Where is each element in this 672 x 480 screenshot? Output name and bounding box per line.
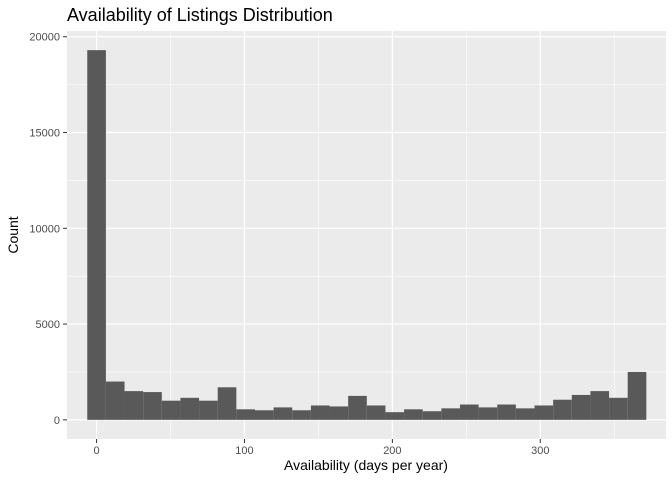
histogram-bar (404, 409, 423, 420)
x-axis: 0 100 200 300 (94, 439, 549, 457)
y-tick-label: 15000 (29, 128, 60, 140)
x-tick-label: 300 (531, 445, 549, 457)
histogram-bar (161, 400, 181, 420)
histogram-bar (385, 412, 405, 420)
histogram-bar (515, 408, 535, 420)
histogram-bar (590, 391, 610, 420)
histogram-bar (87, 50, 106, 420)
x-tick-label: 100 (235, 445, 253, 457)
y-axis: 0 5000 10000 15000 20000 (29, 32, 67, 427)
x-tick-label: 200 (383, 445, 401, 457)
y-axis-title: Count (5, 216, 21, 253)
histogram-bar (292, 410, 311, 420)
histogram-bar (199, 400, 218, 420)
x-axis-title: Availability (days per year) (284, 457, 448, 473)
histogram-bar (310, 405, 330, 420)
histogram-bar (329, 406, 349, 420)
histogram-bar (366, 405, 386, 420)
chart-title: Availability of Listings Distribution (67, 5, 333, 25)
histogram-bar (217, 387, 237, 420)
histogram-bar (143, 392, 162, 420)
histogram-bar (609, 397, 628, 420)
histogram-bars (87, 50, 647, 420)
histogram-bar (105, 381, 125, 420)
histogram-bar (441, 408, 460, 420)
histogram-bar (553, 399, 572, 420)
y-tick-label: 10000 (29, 223, 60, 235)
histogram-bar (180, 397, 200, 420)
histogram-bar (254, 410, 274, 420)
plot-panel (67, 31, 666, 439)
histogram-bar (497, 404, 516, 420)
y-tick-label: 5000 (36, 319, 60, 331)
histogram-bar (627, 371, 647, 420)
histogram-bar (348, 395, 367, 420)
histogram-bar (478, 407, 498, 420)
histogram-bar (459, 404, 479, 420)
y-tick-label: 0 (54, 415, 60, 427)
histogram-bar (422, 411, 442, 420)
minor-gridlines (67, 31, 666, 439)
histogram-bar (236, 409, 255, 420)
y-tick-label: 20000 (29, 32, 60, 44)
histogram-bar (571, 394, 591, 420)
histogram-bar (124, 391, 144, 420)
x-tick-label: 0 (94, 445, 100, 457)
histogram-bar (534, 405, 554, 420)
histogram-bar (273, 407, 293, 420)
